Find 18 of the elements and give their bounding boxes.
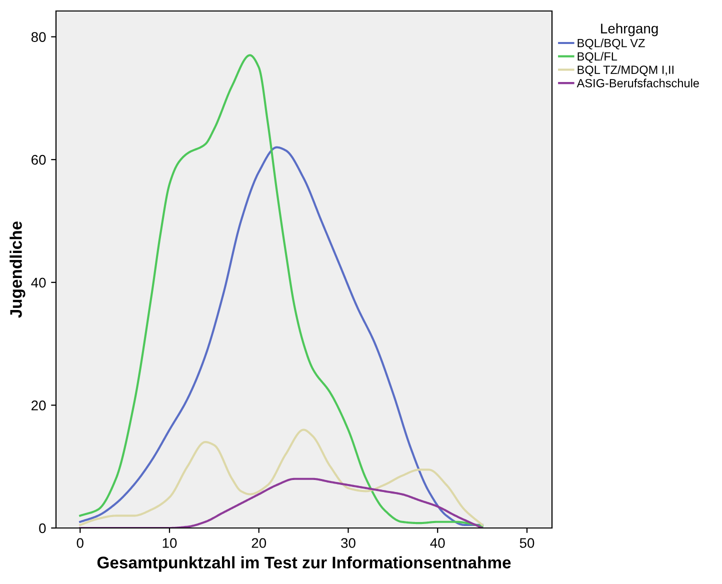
x-tick-label: 50 <box>520 538 534 548</box>
x-tick-label: 20 <box>252 538 266 548</box>
y-tick-label: 40 <box>31 278 46 288</box>
x-tick-label: 10 <box>162 538 177 548</box>
y-axis-title: Jugendliche <box>10 221 26 318</box>
legend-label: BQL/BQL VZ <box>578 38 645 50</box>
x-tick-label: 30 <box>341 538 356 548</box>
legend-title: Lehrgang <box>601 23 658 36</box>
y-tick-label: 80 <box>31 32 46 42</box>
legend-label: BQL/FL <box>578 52 618 63</box>
legend-label: BQL TZ/MDQM I,II <box>578 65 674 76</box>
y-tick-label: 20 <box>32 400 46 410</box>
y-tick-label: 60 <box>32 154 46 165</box>
x-tick-label: 0 <box>76 538 84 548</box>
x-tick-label: 40 <box>430 538 445 548</box>
y-tick-label: 0 <box>39 523 46 534</box>
x-axis-title: Gesamtpunktzahl im Test zur Informationsentnahme <box>97 556 511 572</box>
legend-label: ASIG-Berufsfachschule <box>576 78 699 88</box>
